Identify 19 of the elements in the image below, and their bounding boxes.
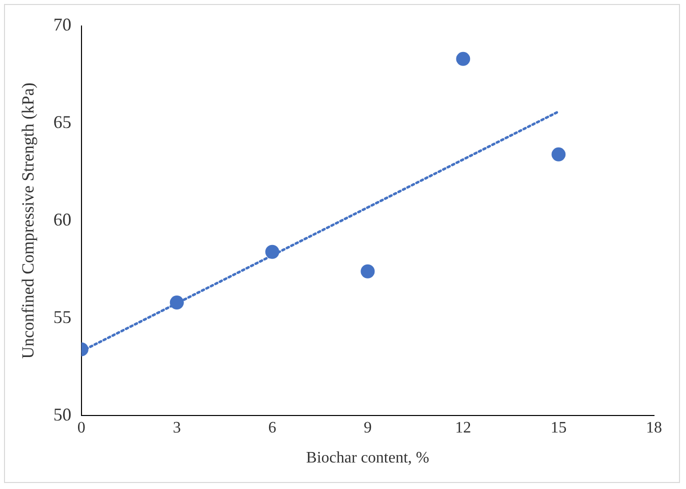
- point: [360, 264, 375, 278]
- x-tick-label: 12: [455, 419, 472, 436]
- x-axis-title: Biochar content, %: [306, 450, 430, 467]
- y-tick-label: 55: [53, 306, 72, 327]
- x-tick-label: 15: [550, 419, 567, 436]
- y-tick-label: 60: [53, 209, 72, 230]
- y-tick-label: 70: [53, 14, 72, 35]
- x-tick-label: 0: [77, 419, 86, 436]
- point: [552, 147, 566, 162]
- point: [265, 244, 280, 259]
- y-axis-title: Unconfined Compressive Strength (kPa): [18, 82, 38, 359]
- x-tick-label: 18: [646, 419, 662, 436]
- point: [456, 52, 470, 66]
- x-tick-label: 6: [268, 419, 276, 436]
- point: [170, 296, 184, 310]
- y-tick-label: 65: [53, 112, 72, 132]
- x-tick-label: 3: [172, 419, 181, 436]
- y-tick-label: 50: [53, 404, 72, 424]
- x-tick-label: 9: [364, 419, 372, 436]
